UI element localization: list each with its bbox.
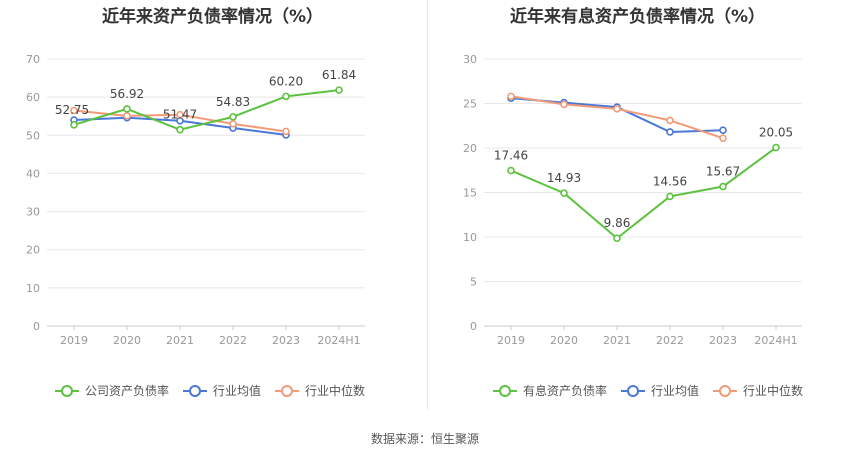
legend-industry-mean-label: 行业均值: [651, 383, 699, 398]
data-point: [666, 116, 674, 125]
y-tick-label: 60: [26, 91, 40, 104]
data-label: 61.84: [322, 68, 356, 82]
x-tick-label: 2019: [60, 334, 88, 347]
y-tick-label: 0: [470, 320, 477, 333]
legend-industry-median-swatch-marker: [281, 385, 293, 397]
data-point: [719, 134, 727, 143]
data-point: [719, 182, 727, 191]
legend-industry-mean-swatch-marker: [627, 385, 639, 397]
legend-industry-median-swatch-marker: [719, 385, 731, 397]
series-line-company: [510, 146, 777, 240]
y-tick-label: 5: [470, 276, 477, 289]
chart-right: 0 5 10 15 20 25 30 2019 2020 2021 2022 2023 2024H1 17…: [463, 53, 803, 398]
y-tick-label: 25: [463, 98, 477, 111]
data-point: [666, 192, 674, 201]
data-point: [719, 126, 727, 134]
data-point: [772, 143, 780, 152]
y-tick-label: 50: [26, 129, 40, 142]
y-tick-label: 0: [33, 320, 40, 333]
data-point: [229, 120, 237, 128]
data-label: 51.47: [163, 108, 197, 122]
x-tick-label: 2020: [113, 334, 141, 347]
data-label: 52.75: [55, 103, 89, 117]
y-tick-label: 70: [26, 53, 40, 66]
chart-left: 0 10 20 30 40 50 60 70 2019 2020 2021 2022 2023 2024H…: [26, 53, 365, 398]
x-tick-label: 2023: [272, 334, 300, 347]
data-point: [123, 112, 131, 120]
legend-company-label: 公司资产负债率: [85, 383, 169, 398]
x-tick-label: 2024H1: [754, 334, 797, 347]
data-label: 56.92: [110, 87, 144, 101]
data-point: [282, 127, 290, 136]
data-point: [560, 100, 568, 109]
x-tick-label: 2022: [656, 334, 684, 347]
y-tick-label: 30: [463, 53, 477, 66]
data-point: [507, 166, 515, 175]
legend-industry-median-label: 行业中位数: [743, 383, 803, 398]
data-point: [613, 234, 621, 243]
x-tick-label: 2024H1: [317, 334, 360, 347]
data-point: [335, 86, 343, 94]
y-tick-label: 20: [26, 244, 40, 257]
data-point: [176, 110, 184, 119]
data-label: 14.56: [653, 174, 687, 188]
legend-industry-mean-label: 行业均值: [213, 383, 261, 398]
y-tick-label: 10: [26, 282, 40, 295]
legend-industry-mean-swatch-marker: [189, 385, 201, 397]
data-label: 60.20: [269, 74, 303, 88]
panel-divider: [427, 0, 428, 410]
y-tick-label: 10: [463, 231, 477, 244]
data-point: [176, 125, 184, 134]
chart-title-left: 近年来资产负债率情况（%）: [101, 7, 324, 27]
data-label: 20.05: [759, 126, 793, 140]
data-point: [666, 128, 674, 136]
x-tick-label: 2022: [219, 334, 247, 347]
data-label: 54.83: [216, 95, 250, 109]
data-point: [70, 120, 78, 129]
data-label: 15.67: [706, 165, 740, 179]
x-tick-label: 2023: [709, 334, 737, 347]
legend-company-swatch-marker: [499, 385, 511, 397]
y-tick-label: 40: [26, 167, 40, 180]
y-tick-label: 20: [463, 142, 477, 155]
source-footer: 数据来源：恒生聚源: [370, 432, 479, 446]
data-point: [282, 92, 290, 101]
data-point: [613, 105, 621, 113]
legend-industry-median-label: 行业中位数: [305, 383, 365, 398]
x-tick-label: 2019: [497, 334, 525, 347]
data-label: 17.46: [494, 149, 528, 163]
x-tick-label: 2021: [166, 334, 194, 347]
series-line-company: [73, 89, 340, 131]
data-point: [560, 189, 568, 197]
data-label: 14.93: [547, 171, 581, 185]
y-tick-label: 15: [463, 187, 477, 200]
x-tick-label: 2021: [603, 334, 631, 347]
data-point: [507, 92, 515, 101]
data-point: [123, 105, 131, 113]
legend-company-label: 有息资产负债率: [523, 383, 607, 398]
data-point: [70, 106, 78, 115]
data-point: [229, 113, 237, 121]
y-tick-label: 30: [26, 206, 40, 219]
x-tick-label: 2020: [550, 334, 578, 347]
chart-title-right: 近年来有息资产负债率情况（%）: [509, 7, 766, 27]
data-label: 9.86: [604, 216, 631, 230]
legend-company-swatch-marker: [61, 385, 73, 397]
